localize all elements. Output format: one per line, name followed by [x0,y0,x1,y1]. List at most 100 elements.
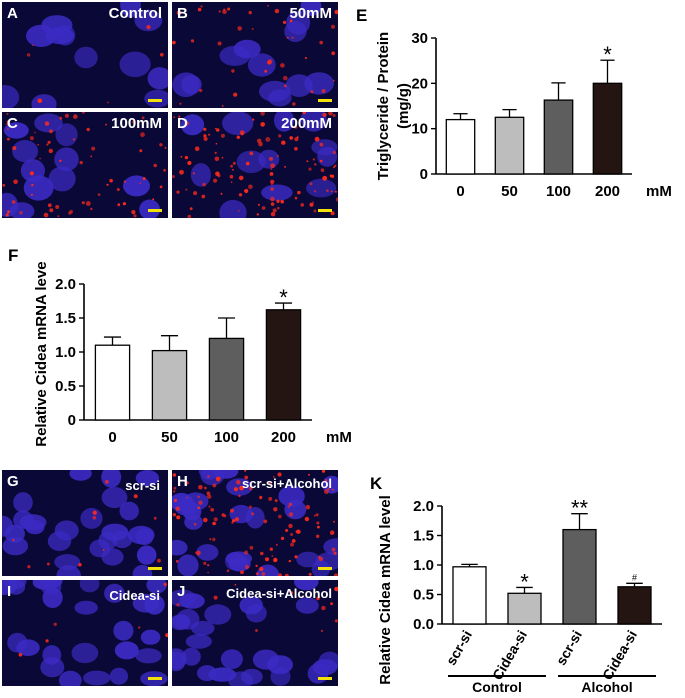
lipid-droplet [163,582,167,587]
lipid-droplet [273,507,278,512]
lipid-droplet [217,174,221,178]
nucleus [54,520,79,541]
lipid-droplet [265,137,271,142]
lipid-droplet [215,128,220,132]
lipid-droplet [334,619,338,623]
nucleus [220,649,243,669]
lipid-droplet [331,488,334,491]
lipid-droplet [320,629,324,632]
nucleus [182,492,209,511]
lipid-droplet [220,133,225,138]
nucleus [7,632,28,653]
lipid-droplet [305,504,311,510]
lipid-droplet [226,569,230,572]
lipid-droplet [255,572,259,576]
lipid-droplet [46,143,49,146]
x-tick-label: 100 [546,183,571,200]
lipid-droplet [270,196,275,202]
lipid-droplet [259,495,263,499]
lipid-droplet [300,203,304,207]
lipid-droplet [53,622,57,626]
significance-mark: * [279,285,288,310]
nucleus [300,2,322,16]
lipid-droplet [275,543,278,546]
chart-triglyceride: 0 10 20 30 0 50 100 * 200 mM Triglyceride / Protei… [375,30,672,200]
lipid-droplet [45,639,49,643]
y-tick-label: 0 [68,412,76,429]
lipid-droplet [268,496,273,501]
lipid-droplet [81,201,85,205]
lipid-droplet [238,210,240,212]
lipid-droplet [138,626,141,629]
panel-letter-k: K [370,474,383,493]
lipid-droplet [68,211,72,215]
lipid-droplet [6,120,10,123]
lipid-droplet [256,213,259,216]
lipid-droplet [215,142,218,145]
lipid-droplet [7,137,10,141]
nucleus [83,670,111,686]
nucleus [177,554,199,576]
nucleus [58,670,82,686]
nucleus [185,634,212,649]
bar [265,309,302,421]
lipid-droplet [29,136,34,141]
nucleus [197,665,217,682]
lipid-droplet [173,116,176,119]
lipid-droplet [269,172,274,176]
lipid-droplet [288,502,293,507]
y-tick-label: 0.5 [55,378,76,395]
lipid-droplet [32,44,34,46]
lipid-droplet [238,175,244,181]
lipid-droplet [133,494,138,499]
nucleus [140,629,161,645]
lipid-droplet [292,102,296,106]
lipid-droplet [131,210,136,215]
lipid-droplet [142,177,146,181]
nucleus [284,21,307,42]
micrograph-image [2,580,168,686]
lipid-droplet [297,190,301,195]
lipid-droplet [271,555,274,557]
nucleus [32,580,57,590]
nucleus [311,139,338,156]
nucleus [259,80,291,102]
y-axis-label: Relative Cidea mRNA level [33,262,50,447]
scale-bar [318,677,332,680]
lipid-droplet [172,473,177,477]
panel-title: Cidea-si+Alcohol [226,586,332,601]
lipid-droplet [215,476,221,482]
lipid-droplet [18,653,23,657]
nucleus [101,470,122,488]
lipid-droplet [86,127,90,132]
lipid-droplet [238,494,241,498]
bar [617,586,652,625]
nucleus [48,166,76,192]
nucleus [179,593,205,609]
lipid-droplet [109,178,113,183]
lipid-droplet [309,182,313,186]
lipid-droplet [199,88,203,93]
x-tick-label: Cidea-si [599,628,640,683]
lipid-droplet [31,183,34,187]
panel-title: Cidea-si [109,588,160,603]
lipid-droplet [333,551,337,555]
nucleus [136,545,157,565]
lipid-droplet [319,40,323,45]
lipid-droplet [97,193,101,196]
lipid-droplet [314,136,320,142]
lipid-droplet [222,9,227,15]
lipid-droplet [203,136,208,141]
bar [208,337,245,421]
lipid-droplet [55,205,60,209]
lipid-droplet [19,211,23,215]
lipid-droplet [91,146,96,151]
x-unit-label: mM [646,183,672,200]
lipid-droplet [294,196,298,200]
lipid-droplet [308,167,312,171]
lipid-droplet [12,538,15,542]
y-tick-label: 0 [420,166,428,183]
nucleus [55,24,76,46]
lipid-droplet [197,7,202,12]
lipid-droplet [207,475,210,478]
